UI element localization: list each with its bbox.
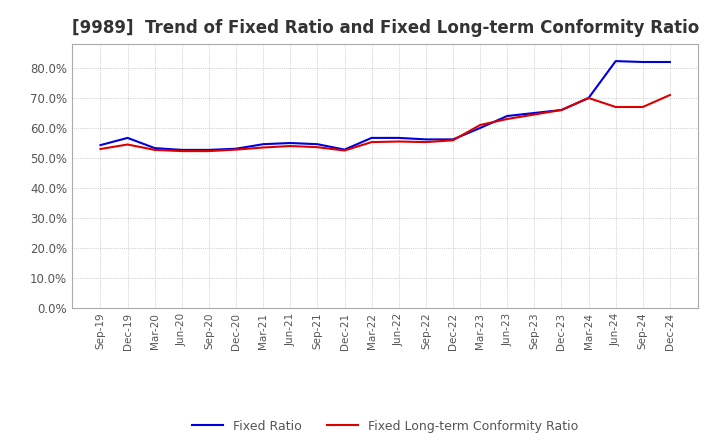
Fixed Ratio (476, 125, 485, 131)
Fixed Ratio (178, 147, 186, 153)
Fixed Ratio (449, 137, 457, 142)
Fixed Long-term Conformity Ratio (449, 138, 457, 143)
Fixed Long-term Conformity Ratio (232, 147, 240, 152)
Fixed Long-term Conformity Ratio (476, 122, 485, 128)
Fixed Ratio (503, 114, 511, 119)
Fixed Ratio (123, 135, 132, 140)
Legend: Fixed Ratio, Fixed Long-term Conformity Ratio: Fixed Ratio, Fixed Long-term Conformity … (187, 414, 583, 437)
Fixed Ratio (341, 147, 349, 152)
Fixed Long-term Conformity Ratio (204, 148, 213, 154)
Fixed Long-term Conformity Ratio (395, 139, 403, 144)
Fixed Ratio (395, 135, 403, 140)
Fixed Long-term Conformity Ratio (178, 148, 186, 154)
Fixed Ratio (150, 146, 159, 151)
Fixed Ratio (421, 137, 430, 142)
Fixed Long-term Conformity Ratio (665, 92, 674, 98)
Fixed Long-term Conformity Ratio (557, 107, 566, 113)
Fixed Long-term Conformity Ratio (503, 116, 511, 121)
Fixed Ratio (530, 110, 539, 116)
Fixed Long-term Conformity Ratio (259, 145, 268, 150)
Fixed Long-term Conformity Ratio (123, 142, 132, 147)
Fixed Long-term Conformity Ratio (639, 104, 647, 110)
Fixed Long-term Conformity Ratio (341, 148, 349, 153)
Fixed Ratio (639, 59, 647, 65)
Fixed Long-term Conformity Ratio (530, 112, 539, 117)
Fixed Long-term Conformity Ratio (96, 147, 105, 152)
Line: Fixed Ratio: Fixed Ratio (101, 61, 670, 150)
Fixed Long-term Conformity Ratio (367, 139, 376, 145)
Fixed Ratio (204, 147, 213, 153)
Line: Fixed Long-term Conformity Ratio: Fixed Long-term Conformity Ratio (101, 95, 670, 151)
Fixed Ratio (611, 59, 620, 64)
Fixed Long-term Conformity Ratio (611, 104, 620, 110)
Fixed Ratio (367, 135, 376, 140)
Fixed Long-term Conformity Ratio (150, 147, 159, 153)
Fixed Long-term Conformity Ratio (584, 95, 593, 101)
Fixed Ratio (313, 142, 322, 147)
Fixed Ratio (665, 59, 674, 65)
Fixed Ratio (584, 95, 593, 101)
Title: [9989]  Trend of Fixed Ratio and Fixed Long-term Conformity Ratio: [9989] Trend of Fixed Ratio and Fixed Lo… (71, 19, 699, 37)
Fixed Ratio (232, 146, 240, 151)
Fixed Ratio (259, 142, 268, 147)
Fixed Ratio (557, 107, 566, 113)
Fixed Ratio (96, 143, 105, 148)
Fixed Long-term Conformity Ratio (421, 139, 430, 145)
Fixed Long-term Conformity Ratio (313, 145, 322, 150)
Fixed Ratio (286, 140, 294, 146)
Fixed Long-term Conformity Ratio (286, 143, 294, 149)
